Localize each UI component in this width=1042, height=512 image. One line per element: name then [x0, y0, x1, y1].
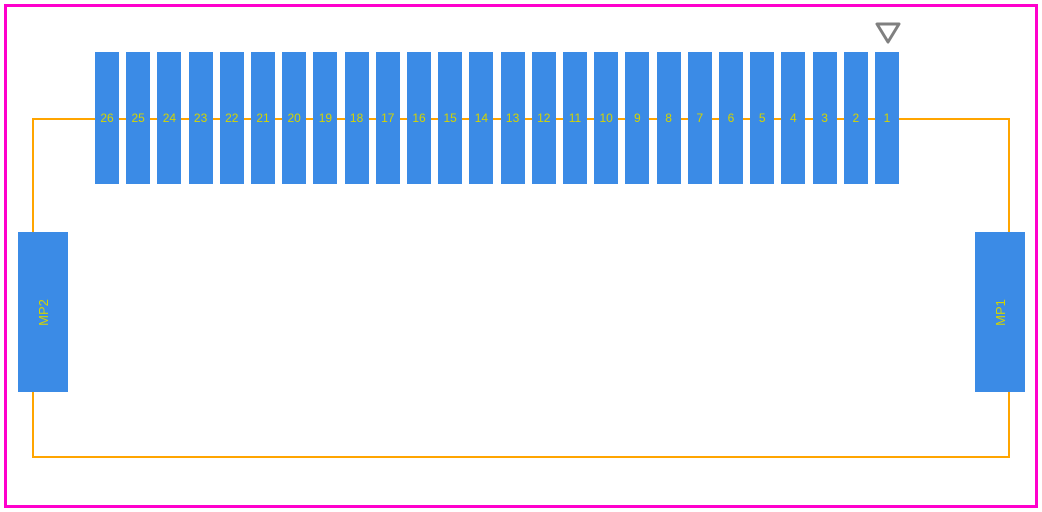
pad-label: 15	[444, 111, 457, 125]
pad-26: 26	[95, 52, 119, 184]
pad-label: 7	[696, 111, 703, 125]
pad-14: 14	[469, 52, 493, 184]
pad-5: 5	[750, 52, 774, 184]
pad-label: 14	[475, 111, 488, 125]
pad-16: 16	[407, 52, 431, 184]
pad-label: 21	[256, 111, 269, 125]
pad-label: 2	[852, 111, 859, 125]
pad-label: 10	[600, 111, 613, 125]
pad-label: 11	[569, 111, 581, 125]
pad-13: 13	[501, 52, 525, 184]
pad-label: 25	[132, 111, 145, 125]
pad-18: 18	[345, 52, 369, 184]
pad-19: 19	[313, 52, 337, 184]
pad-label: 5	[759, 111, 766, 125]
pad-label: 4	[790, 111, 797, 125]
pad-label: 24	[163, 111, 176, 125]
pad-1: 1	[875, 52, 899, 184]
pad-label: 20	[288, 111, 301, 125]
pad-8: 8	[657, 52, 681, 184]
pad-label: MP1	[992, 299, 1007, 326]
pad-mp2: MP2	[18, 232, 68, 392]
pad-label: 1	[884, 111, 891, 125]
pad-label: 3	[821, 111, 828, 125]
pad-mp1: MP1	[975, 232, 1025, 392]
pad-label: 26	[100, 111, 113, 125]
pad-label: 19	[319, 111, 332, 125]
pad-24: 24	[157, 52, 181, 184]
pad-4: 4	[781, 52, 805, 184]
pad-label: 9	[634, 111, 641, 125]
pad-22: 22	[220, 52, 244, 184]
pad-label: 16	[412, 111, 425, 125]
pad-9: 9	[625, 52, 649, 184]
pad-label: 8	[665, 111, 672, 125]
pad-label: 18	[350, 111, 363, 125]
pad-3: 3	[813, 52, 837, 184]
pad-6: 6	[719, 52, 743, 184]
pad-7: 7	[688, 52, 712, 184]
pad-label: 6	[728, 111, 735, 125]
pad-label: 22	[225, 111, 238, 125]
pad-12: 12	[532, 52, 556, 184]
pad-23: 23	[189, 52, 213, 184]
pad-15: 15	[438, 52, 462, 184]
pad-17: 17	[376, 52, 400, 184]
pad-20: 20	[282, 52, 306, 184]
pad-label: 23	[194, 111, 207, 125]
pad-25: 25	[126, 52, 150, 184]
pad-label: 17	[381, 111, 394, 125]
pad-10: 10	[594, 52, 618, 184]
pad-label: 12	[537, 111, 550, 125]
pad-11: 11	[563, 52, 587, 184]
pad-label: 13	[506, 111, 519, 125]
pad-21: 21	[251, 52, 275, 184]
pad-2: 2	[844, 52, 868, 184]
pad-label: MP2	[35, 299, 50, 326]
